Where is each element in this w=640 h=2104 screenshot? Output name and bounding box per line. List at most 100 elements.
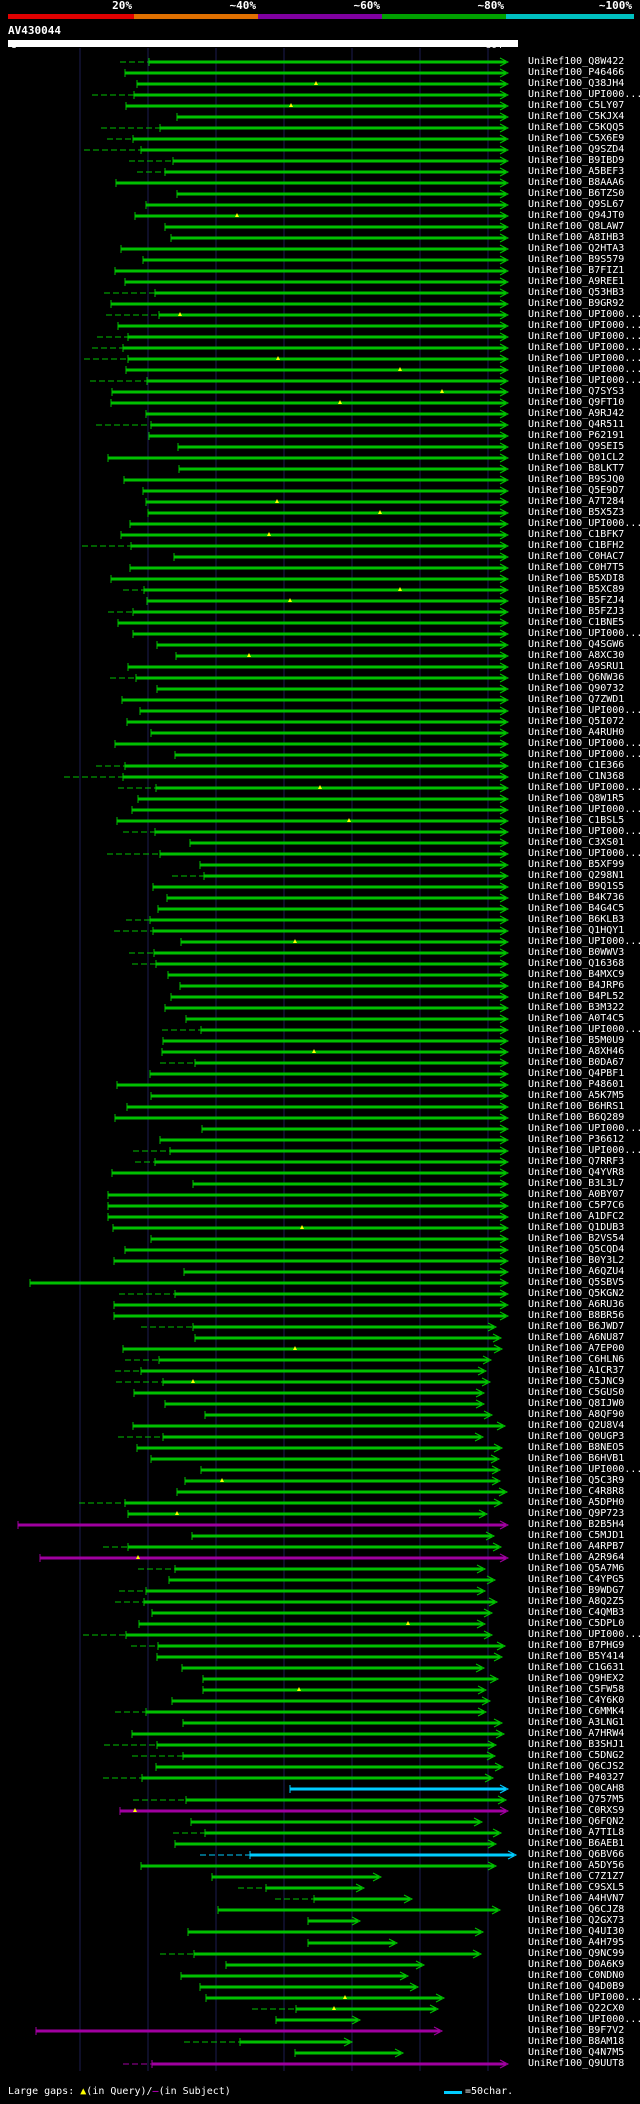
hit-label[interactable]: UniRef100_UPI000... [528, 353, 640, 364]
hit-label[interactable]: UniRef100_Q9UUT8 [528, 2058, 625, 2069]
hit-label[interactable]: UniRef100_B5FZJ3 [528, 606, 625, 617]
hit-label[interactable]: UniRef100_C4YPG5 [528, 1574, 625, 1585]
hit-label[interactable]: UniRef100_Q4N7M5 [528, 2047, 625, 2058]
hit-label[interactable]: UniRef100_C4R8R8 [528, 1486, 625, 1497]
hit-label[interactable]: UniRef100_UPI000... [528, 705, 640, 716]
hit-label[interactable]: UniRef100_Q6CJZ8 [528, 1904, 625, 1915]
hit-label[interactable]: UniRef100_C1BFH2 [528, 540, 625, 551]
hit-label[interactable]: UniRef100_C5GUS0 [528, 1387, 625, 1398]
hit-label[interactable]: UniRef100_UPI000... [528, 1024, 640, 1035]
hit-label[interactable]: UniRef100_Q6NW36 [528, 672, 625, 683]
hit-label[interactable]: UniRef100_B5XF99 [528, 859, 625, 870]
hit-label[interactable]: UniRef100_B2VS54 [528, 1233, 625, 1244]
hit-label[interactable]: UniRef100_C7Z1Z7 [528, 1871, 625, 1882]
hit-label[interactable]: UniRef100_Q94JT0 [528, 210, 625, 221]
hit-label[interactable]: UniRef100_B9IBD9 [528, 155, 625, 166]
hit-label[interactable]: UniRef100_Q1HQY1 [528, 925, 625, 936]
hit-label[interactable]: UniRef100_C5DPL0 [528, 1618, 625, 1629]
hit-label[interactable]: UniRef100_Q2GX73 [528, 1915, 625, 1926]
hit-label[interactable]: UniRef100_Q0CAH8 [528, 1783, 625, 1794]
hit-label[interactable]: UniRef100_D0A6K9 [528, 1959, 625, 1970]
hit-label[interactable]: UniRef100_UPI000... [528, 375, 640, 386]
hit-label[interactable]: UniRef100_A6QZU4 [528, 1266, 625, 1277]
hit-label[interactable]: UniRef100_A4HVN7 [528, 1893, 625, 1904]
hit-label[interactable]: UniRef100_Q7RRF3 [528, 1156, 625, 1167]
hit-label[interactable]: UniRef100_Q4D0B9 [528, 1981, 625, 1992]
hit-label[interactable]: UniRef100_A7EP00 [528, 1343, 625, 1354]
hit-label[interactable]: UniRef100_A0T4C5 [528, 1013, 625, 1024]
hit-label[interactable]: UniRef100_A6NU87 [528, 1332, 625, 1343]
hit-label[interactable]: UniRef100_UPI000... [528, 826, 640, 837]
hit-label[interactable]: UniRef100_P62191 [528, 430, 625, 441]
hit-label[interactable]: UniRef100_B6HVB1 [528, 1453, 625, 1464]
hit-label[interactable]: UniRef100_A4RPB7 [528, 1541, 625, 1552]
hit-label[interactable]: UniRef100_Q7SYS3 [528, 386, 625, 397]
hit-label[interactable]: UniRef100_A3LNG1 [528, 1717, 625, 1728]
hit-label[interactable]: UniRef100_Q0UGP3 [528, 1431, 625, 1442]
hit-label[interactable]: UniRef100_UPI000... [528, 749, 640, 760]
hit-label[interactable]: UniRef100_Q9SEI5 [528, 441, 625, 452]
hit-label[interactable]: UniRef100_B8AM18 [528, 2036, 625, 2047]
hit-label[interactable]: UniRef100_B0WWV3 [528, 947, 625, 958]
hit-label[interactable]: UniRef100_UPI000... [528, 1629, 640, 1640]
hit-label[interactable]: UniRef100_Q16368 [528, 958, 625, 969]
hit-label[interactable]: UniRef100_UPI000... [528, 309, 640, 320]
hit-label[interactable]: UniRef100_A5K7M5 [528, 1090, 625, 1101]
hit-label[interactable]: UniRef100_A8Q2Z5 [528, 1596, 625, 1607]
hit-label[interactable]: UniRef100_B4K736 [528, 892, 625, 903]
hit-label[interactable]: UniRef100_B2B5H4 [528, 1519, 625, 1530]
hit-label[interactable]: UniRef100_UPI000... [528, 518, 640, 529]
hit-label[interactable]: UniRef100_C1BFK7 [528, 529, 625, 540]
hit-label[interactable]: UniRef100_UPI000... [528, 2014, 640, 2025]
hit-label[interactable]: UniRef100_Q4UI30 [528, 1926, 625, 1937]
hit-label[interactable]: UniRef100_UPI000... [528, 628, 640, 639]
hit-label[interactable]: UniRef100_C4Y6K0 [528, 1695, 625, 1706]
hit-label[interactable]: UniRef100_C5KQQ5 [528, 122, 625, 133]
hit-label[interactable]: UniRef100_Q8W1R5 [528, 793, 625, 804]
hit-label[interactable]: UniRef100_B3M322 [528, 1002, 625, 1013]
hit-label[interactable]: UniRef100_C1G631 [528, 1662, 625, 1673]
hit-label[interactable]: UniRef100_Q2U8V4 [528, 1420, 625, 1431]
hit-label[interactable]: UniRef100_C6MMK4 [528, 1706, 625, 1717]
hit-label[interactable]: UniRef100_B6Q289 [528, 1112, 625, 1123]
hit-label[interactable]: UniRef100_B3L3L7 [528, 1178, 625, 1189]
hit-label[interactable]: UniRef100_UPI000... [528, 320, 640, 331]
hit-label[interactable]: UniRef100_A1DFC2 [528, 1211, 625, 1222]
hit-label[interactable]: UniRef100_C6HLN6 [528, 1354, 625, 1365]
hit-label[interactable]: UniRef100_A2R964 [528, 1552, 625, 1563]
hit-label[interactable]: UniRef100_Q6BV66 [528, 1849, 625, 1860]
hit-label[interactable]: UniRef100_B6TZS0 [528, 188, 625, 199]
hit-label[interactable]: UniRef100_C1N368 [528, 771, 625, 782]
hit-label[interactable]: UniRef100_Q4R511 [528, 419, 625, 430]
hit-label[interactable]: UniRef100_UPI000... [528, 782, 640, 793]
hit-label[interactable]: UniRef100_C9SXL5 [528, 1882, 625, 1893]
hit-label[interactable]: UniRef100_Q9SL67 [528, 199, 625, 210]
hit-label[interactable]: UniRef100_UPI000... [528, 1464, 640, 1475]
hit-label[interactable]: UniRef100_Q9SZD4 [528, 144, 625, 155]
hit-label[interactable]: UniRef100_B3SHJ1 [528, 1739, 625, 1750]
hit-label[interactable]: UniRef100_P40327 [528, 1772, 625, 1783]
hit-label[interactable]: UniRef100_B5XC89 [528, 584, 625, 595]
hit-label[interactable]: UniRef100_Q8LAW7 [528, 221, 625, 232]
hit-label[interactable]: UniRef100_B5M0U9 [528, 1035, 625, 1046]
hit-label[interactable]: UniRef100_P46466 [528, 67, 625, 78]
hit-label[interactable]: UniRef100_B5FZJ4 [528, 595, 625, 606]
hit-label[interactable]: UniRef100_C5MJD1 [528, 1530, 625, 1541]
hit-label[interactable]: UniRef100_Q5CQD4 [528, 1244, 625, 1255]
hit-label[interactable]: UniRef100_A7TIL8 [528, 1827, 625, 1838]
hit-label[interactable]: UniRef100_C1E366 [528, 760, 625, 771]
hit-label[interactable]: UniRef100_B4MXC9 [528, 969, 625, 980]
hit-label[interactable]: UniRef100_A9SRU1 [528, 661, 625, 672]
hit-label[interactable]: UniRef100_C5P7C6 [528, 1200, 625, 1211]
hit-label[interactable]: UniRef100_C3XS01 [528, 837, 625, 848]
hit-label[interactable]: UniRef100_A1CR37 [528, 1365, 625, 1376]
hit-label[interactable]: UniRef100_Q6FQN2 [528, 1816, 625, 1827]
hit-label[interactable]: UniRef100_C1BNE5 [528, 617, 625, 628]
hit-label[interactable]: UniRef100_Q2HTA3 [528, 243, 625, 254]
hit-label[interactable]: UniRef100_B9F7V2 [528, 2025, 625, 2036]
hit-label[interactable]: UniRef100_Q22CX0 [528, 2003, 625, 2014]
hit-label[interactable]: UniRef100_Q4PBF1 [528, 1068, 625, 1079]
hit-label[interactable]: UniRef100_B6KLB3 [528, 914, 625, 925]
hit-label[interactable]: UniRef100_C0RXS9 [528, 1805, 625, 1816]
hit-label[interactable]: UniRef100_B7PHG9 [528, 1640, 625, 1651]
